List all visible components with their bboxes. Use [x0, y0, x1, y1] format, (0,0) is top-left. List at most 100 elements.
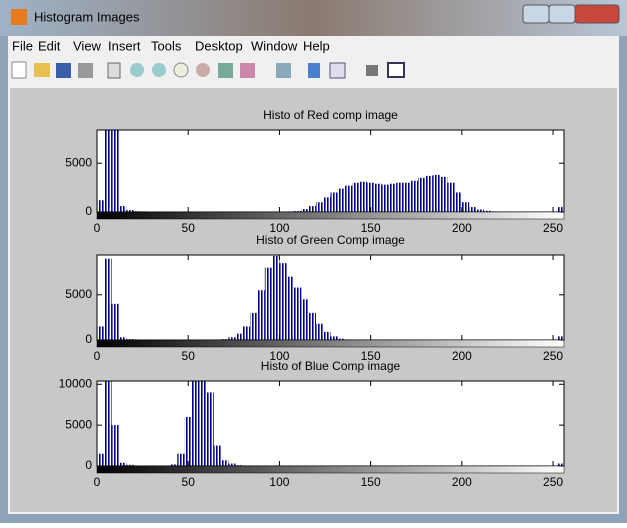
- histogram-bar: [301, 299, 308, 340]
- menu-item[interactable]: Help: [303, 38, 330, 53]
- histogram-bar: [352, 183, 359, 212]
- x-tick-label: 250: [543, 349, 563, 363]
- x-tick-label: 50: [182, 221, 196, 235]
- y-tick-label: 5000: [65, 287, 92, 301]
- histogram-bar: [469, 207, 476, 212]
- plot-area: [97, 255, 564, 340]
- minimize-button[interactable]: [523, 5, 549, 23]
- menu-item[interactable]: Tools: [151, 38, 182, 53]
- histogram-bar: [112, 304, 119, 340]
- histogram-bar: [258, 290, 265, 340]
- axes-title: Histo of Green Comp image: [256, 233, 405, 247]
- histogram-bar: [97, 454, 104, 466]
- histogram-bar: [265, 268, 272, 340]
- tool-icon[interactable]: [34, 63, 50, 77]
- histogram-bar: [309, 206, 316, 212]
- app-icon: [11, 9, 27, 25]
- x-tick-label: 200: [452, 349, 472, 363]
- x-tick-label: 200: [452, 475, 472, 489]
- menu-bar: File Edit View Insert Tools Desktop Wind…: [12, 38, 330, 53]
- histogram-bar: [294, 288, 301, 340]
- histogram-bar: [214, 446, 221, 466]
- histogram-bar: [331, 336, 338, 340]
- menu-item[interactable]: Edit: [38, 38, 61, 53]
- tool-icon[interactable]: [218, 63, 233, 78]
- histogram-bar: [382, 185, 389, 212]
- histogram-bar: [119, 206, 126, 212]
- histogram-bar: [206, 392, 213, 466]
- menu-item[interactable]: File: [12, 38, 33, 53]
- histogram-bar: [236, 334, 243, 340]
- tool-icon[interactable]: [366, 65, 378, 76]
- tool-icon[interactable]: [240, 63, 255, 78]
- x-tick-label: 0: [94, 221, 101, 235]
- histogram-bar: [338, 189, 345, 212]
- histogram-bar: [323, 197, 330, 212]
- tool-icon[interactable]: [174, 63, 188, 77]
- maximize-button[interactable]: [549, 5, 575, 23]
- histogram-bar: [389, 184, 396, 212]
- histogram-bar: [557, 207, 564, 212]
- tool-icon[interactable]: [56, 63, 71, 78]
- tool-icon[interactable]: [78, 63, 93, 78]
- histogram-bar: [440, 177, 447, 212]
- x-tick-label: 100: [269, 475, 289, 489]
- histogram-bar: [279, 263, 286, 340]
- y-tick-label: 0: [85, 204, 92, 218]
- tool-icon[interactable]: [152, 63, 166, 77]
- y-tick-label: 10000: [59, 376, 93, 390]
- histogram-bar: [185, 417, 192, 466]
- x-tick-label: 150: [361, 475, 381, 489]
- menu-item[interactable]: View: [73, 38, 102, 53]
- histogram-bar: [221, 460, 228, 466]
- histogram-bar: [425, 176, 432, 212]
- tool-icon[interactable]: [130, 63, 144, 77]
- axes-title: Histo of Red comp image: [263, 108, 398, 122]
- histogram-bar: [323, 332, 330, 340]
- histogram-bar: [345, 186, 352, 212]
- menu-item[interactable]: Insert: [108, 38, 141, 53]
- histogram-bar: [433, 175, 440, 212]
- histogram-bar: [177, 454, 184, 466]
- x-tick-label: 0: [94, 349, 101, 363]
- histogram-bar: [411, 181, 418, 212]
- histogram-bar: [557, 336, 564, 340]
- tool-icon[interactable]: [308, 63, 320, 78]
- x-tick-label: 50: [182, 349, 196, 363]
- menu-item[interactable]: Desktop: [195, 38, 243, 53]
- intensity-strip: [97, 212, 564, 219]
- y-tick-label: 5000: [65, 417, 92, 431]
- x-tick-label: 0: [94, 475, 101, 489]
- histogram-bar: [309, 313, 316, 340]
- histogram-bar: [287, 277, 294, 340]
- y-tick-label: 0: [85, 332, 92, 346]
- histogram-bar: [316, 324, 323, 340]
- histogram-bar: [403, 183, 410, 212]
- histogram-bar: [396, 183, 403, 212]
- tool-icon[interactable]: [330, 63, 345, 78]
- close-button[interactable]: [575, 5, 619, 23]
- axes-title: Histo of Blue Comp image: [261, 359, 401, 373]
- histogram-bar: [112, 425, 119, 466]
- tool-icon[interactable]: [388, 63, 404, 77]
- tool-icon[interactable]: [276, 63, 291, 78]
- x-tick-label: 250: [543, 475, 563, 489]
- tool-icon[interactable]: [12, 62, 26, 78]
- histogram-bar: [97, 326, 104, 340]
- plot-area: [97, 381, 564, 466]
- intensity-strip: [97, 340, 564, 347]
- histogram-bar: [316, 202, 323, 212]
- histogram-bar: [243, 326, 250, 340]
- x-tick-label: 50: [182, 475, 196, 489]
- tool-icon[interactable]: [196, 63, 210, 77]
- histogram-bar: [97, 200, 104, 212]
- window-title: Histogram Images: [34, 9, 140, 24]
- histogram-bar: [250, 313, 257, 340]
- histogram-bar: [447, 183, 454, 212]
- tool-icon[interactable]: [108, 63, 120, 78]
- menu-item[interactable]: Window: [251, 38, 298, 53]
- y-tick-label: 5000: [65, 155, 92, 169]
- histogram-bar: [455, 192, 462, 212]
- histogram-bar: [331, 192, 338, 212]
